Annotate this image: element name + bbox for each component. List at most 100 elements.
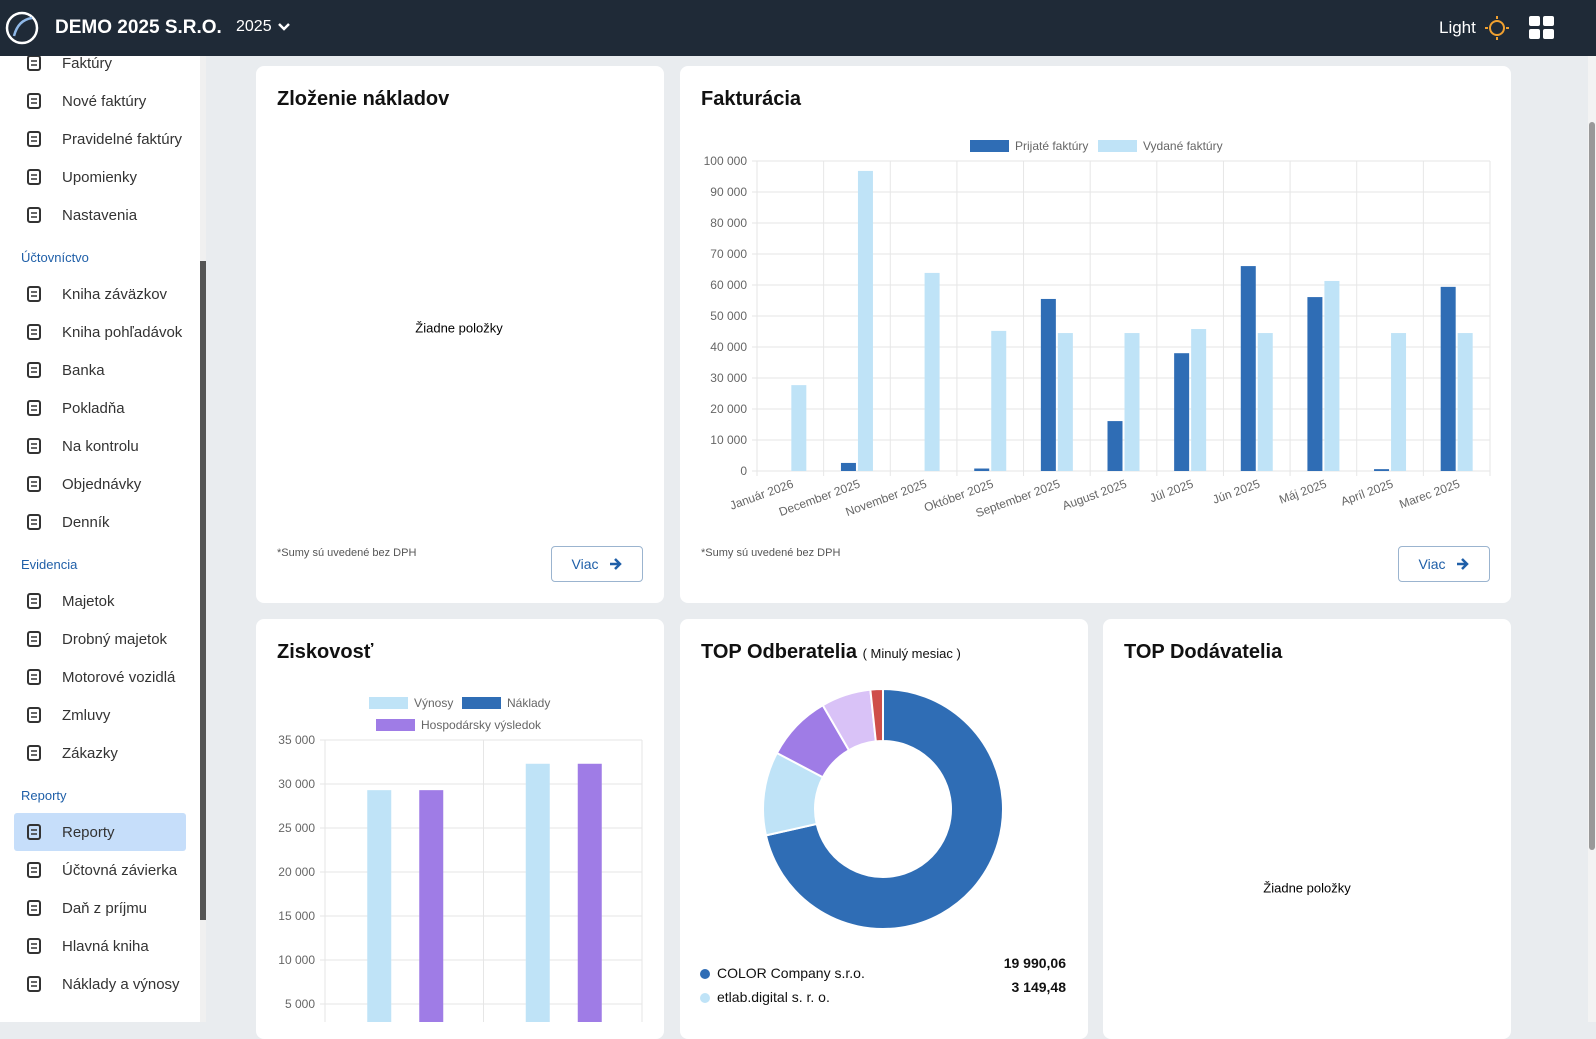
title-text: TOP Odberatelia: [701, 641, 857, 663]
nav-item[interactable]: Reporty: [0, 813, 200, 851]
year: 2025: [236, 18, 272, 35]
theme-toggle[interactable]: Light: [1439, 18, 1476, 37]
sidebar-scrollbar: [200, 56, 206, 1022]
nav-item[interactable]: Upomienky: [0, 158, 200, 196]
nav-icon: [27, 514, 41, 530]
bar: [367, 790, 392, 1022]
nav-item[interactable]: Banka: [0, 351, 200, 389]
year-select[interactable]: 2025: [236, 18, 290, 36]
donut-segment: [764, 687, 1004, 930]
legend-dot: [700, 993, 710, 1003]
bar: [1057, 333, 1073, 471]
legend-label: Výnosy: [414, 696, 453, 710]
nav-label: Kniha pohľadávok: [62, 323, 183, 341]
nav-item[interactable]: Zákazky: [0, 734, 200, 772]
nav-icon: [27, 207, 41, 223]
legend-swatch: [462, 697, 501, 709]
nav-item[interactable]: Na kontrolu: [0, 427, 200, 465]
card-title: TOP Odberatelia ( Minulý mesiac ): [701, 641, 961, 664]
nav-icon: [27, 976, 41, 992]
more-button[interactable]: Viac: [551, 546, 643, 582]
nav-item[interactable]: Motorové vozidlá: [0, 658, 200, 696]
nav-icon: [27, 900, 41, 916]
nav-item[interactable]: Majetok: [0, 582, 200, 620]
nav-label: Zmluvy: [62, 706, 111, 724]
sidebar: Faktúry Nové faktúry Pravidelné faktúry Upo…: [0, 56, 200, 1022]
card-title: Zloženie nákladov: [277, 88, 450, 110]
bar: [857, 170, 873, 472]
nav-icon: [27, 324, 41, 340]
legend-swatch: [369, 697, 408, 709]
nav-item[interactable]: Denník: [0, 503, 200, 541]
nav-icon: [27, 824, 41, 840]
y-tick-label: 30 000: [278, 777, 315, 791]
apps-icon[interactable]: [1529, 16, 1554, 40]
nav-label: Motorové vozidlá: [62, 668, 176, 686]
nav-item[interactable]: Pokladňa: [0, 389, 200, 427]
bar: [1107, 421, 1123, 471]
nav-item[interactable]: Drobný majetok: [0, 620, 200, 658]
nav-icon: [27, 593, 41, 609]
nav-item[interactable]: Nastavenia: [0, 196, 200, 234]
y-tick-label: 0: [740, 464, 747, 478]
nav-label: Nové faktúry: [62, 92, 147, 110]
y-tick-label: 10 000: [710, 433, 747, 447]
nav-item[interactable]: Kniha záväzkov: [0, 275, 200, 313]
y-tick-label: 80 000: [710, 216, 747, 230]
top-bar: DEMO 2025 S.R.O. 2025 Light: [0, 0, 1596, 56]
bar: [1124, 333, 1140, 471]
nav-label: Pravidelné faktúry: [62, 130, 183, 148]
nav-label: Objednávky: [62, 475, 142, 493]
nav-item[interactable]: Faktúry: [0, 56, 200, 82]
nav-item[interactable]: Kniha pohľadávok: [0, 313, 200, 351]
nav-icon: [27, 669, 41, 685]
y-tick-label: 20 000: [710, 402, 747, 416]
nav-item[interactable]: Účtovná závierka: [0, 851, 200, 889]
invoicing-card: Fakturácia *Sumy sú uvedené bez DPH Viac: [680, 66, 1511, 603]
section-label: Evidencia: [21, 557, 78, 572]
nav-icon: [27, 938, 41, 954]
nav-icon: [27, 745, 41, 761]
page-scrollbar: [1588, 56, 1596, 1022]
bar: [525, 763, 550, 1022]
nav-item[interactable]: Zmluvy: [0, 696, 200, 734]
nav-label: Hlavná kniha: [62, 937, 149, 955]
y-tick-label: 10 000: [278, 953, 315, 967]
nav-label: Denník: [62, 513, 110, 531]
nav-item[interactable]: Náklady a výnosy: [0, 965, 200, 1003]
legend-label: etlab.digital s. r. o.: [717, 989, 830, 1005]
bar: [1391, 333, 1407, 471]
more-button[interactable]: Viac: [1398, 546, 1490, 582]
nav-label: Drobný majetok: [62, 630, 168, 648]
y-tick-label: 35 000: [278, 733, 315, 747]
bar: [1440, 286, 1456, 471]
note: *Sumy sú uvedené bez DPH: [277, 547, 417, 559]
bar: [1324, 280, 1340, 471]
costs-card: Zloženie nákladov Žiadne položky *Sumy s…: [256, 66, 664, 603]
nav-label: Faktúry: [62, 56, 113, 72]
card-title: Fakturácia: [701, 88, 802, 110]
nav-icon: [27, 56, 41, 71]
bar: [791, 385, 807, 471]
x-tick-label: Jún 2025: [1211, 477, 1262, 507]
y-tick-label: 5 000: [285, 997, 315, 1011]
suppliers-card: TOP Dodávatelia Žiadne položky: [1103, 619, 1511, 1039]
x-tick-label: Júl 2025: [1148, 477, 1196, 506]
nav-item[interactable]: Daň z príjmu: [0, 889, 200, 927]
nav-item[interactable]: Objednávky: [0, 465, 200, 503]
nav-icon: [27, 286, 41, 302]
y-tick-label: 100 000: [704, 154, 748, 168]
card-title: Ziskovosť: [277, 641, 374, 663]
bar: [1174, 353, 1190, 471]
value-label: 3 149,48: [1012, 979, 1067, 995]
nav-label: Nastavenia: [62, 206, 138, 224]
empty-state: Žiadne položky: [415, 320, 503, 336]
legend-label: Náklady: [507, 696, 550, 710]
nav-item[interactable]: Pravidelné faktúry: [0, 120, 200, 158]
bar: [1257, 333, 1273, 471]
legend-swatch: [376, 719, 415, 731]
nav-label: Banka: [62, 361, 105, 379]
nav-item[interactable]: Nové faktúry: [0, 82, 200, 120]
nav-label: Daň z príjmu: [62, 899, 148, 917]
nav-item[interactable]: Hlavná kniha: [0, 927, 200, 965]
